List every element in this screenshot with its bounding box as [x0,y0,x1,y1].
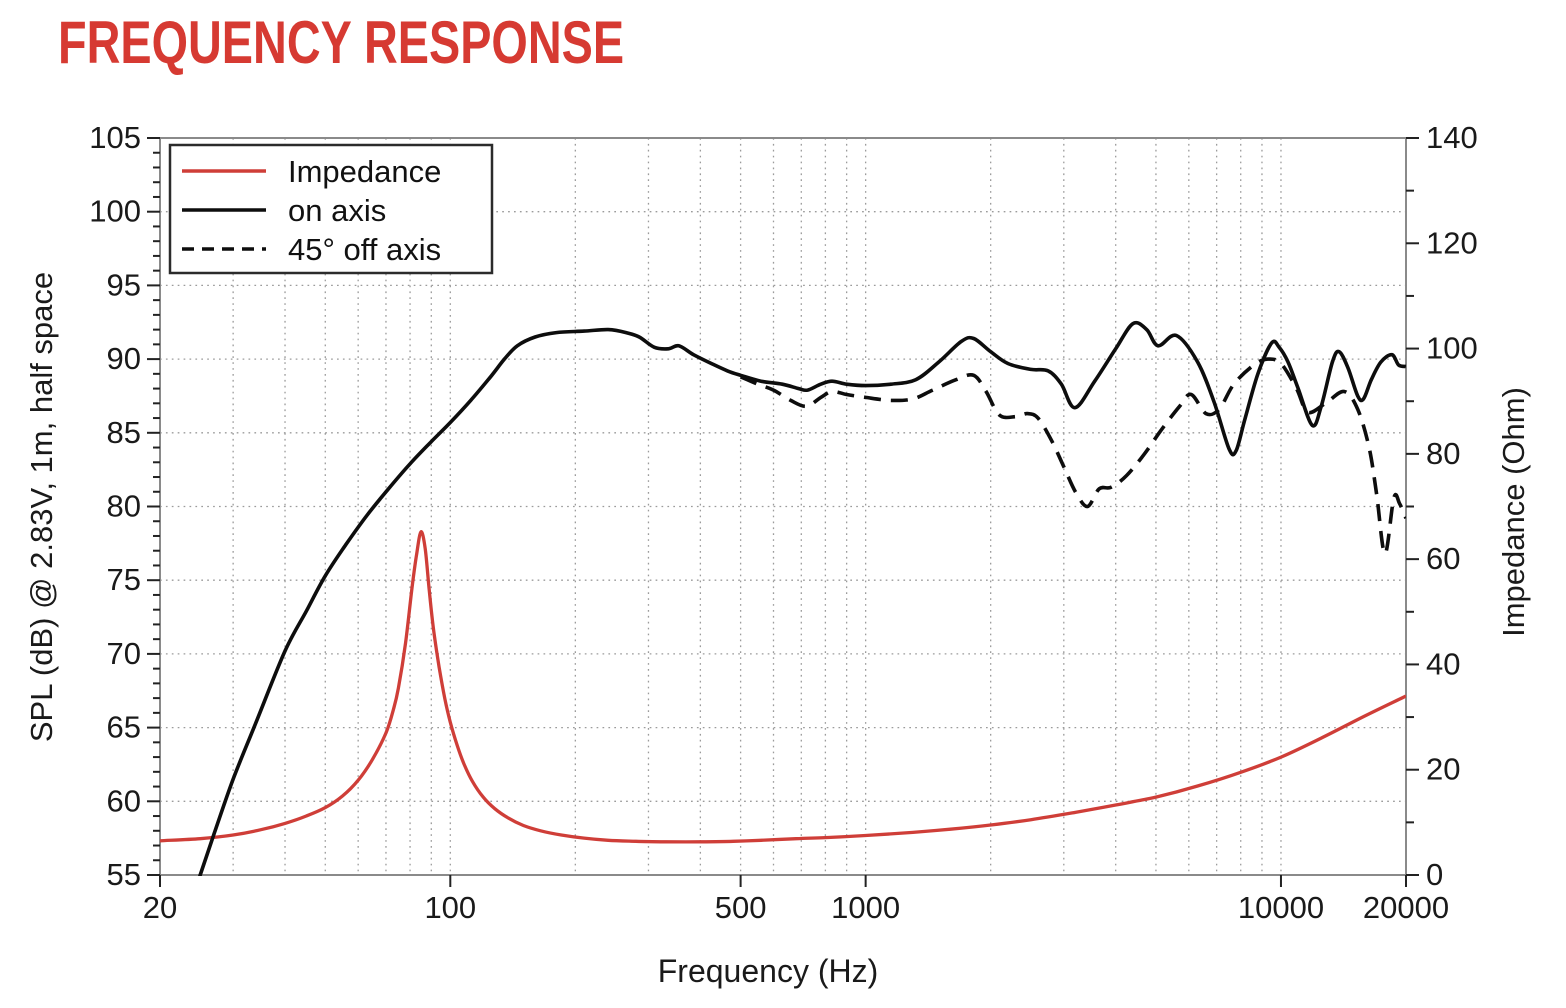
data-curves [160,320,1406,876]
left-tick-label: 65 [107,710,141,745]
x-tick-label: 100 [424,890,476,925]
left-tick-label: 90 [107,341,141,376]
right-tick-label: 140 [1426,120,1478,155]
left-tick-label: 75 [107,562,141,597]
left-tick-label: 55 [107,857,141,892]
legend-label-impedance: Impedance [288,154,441,189]
left-tick-label: 105 [89,120,141,155]
right-tick-label: 120 [1426,225,1478,260]
left-tick-label: 95 [107,267,141,302]
y-axis-label-left: SPL (dB) @ 2.83V, 1m, half space [24,272,59,742]
x-axis-label: Frequency (Hz) [658,953,879,989]
right-tick-label: 100 [1426,331,1478,366]
legend-label-45-off-axis: 45° off axis [288,232,441,267]
right-tick-label: 60 [1426,541,1460,576]
x-tick-label: 20 [143,890,177,925]
right-tick-label: 40 [1426,646,1460,681]
legend-box [168,143,494,275]
left-tick-label: 70 [107,636,141,671]
x-tick-label: 1000 [831,890,900,925]
axis-ticks [147,137,1419,887]
x-tick-label: 20000 [1363,890,1449,925]
x-tick-label: 500 [715,890,767,925]
grid-lines [160,138,1407,875]
left-tick-label: 85 [107,415,141,450]
curve-45-off-axis [739,357,1406,556]
right-tick-label: 80 [1426,436,1460,471]
left-tick-label: 60 [107,783,141,818]
page-title: FREQUENCY RESPONSE [58,9,625,76]
legend-label-on-axis: on axis [288,193,386,228]
right-tick-label: 0 [1426,857,1443,892]
left-tick-label: 80 [107,489,141,524]
curve-on-axis [197,320,1406,876]
y-axis-label-right: Impedance (Ohm) [1496,387,1531,637]
axis-tick-labels: 55 60 65 70 75 80 85 90 95 100 105 0 20 40 60 80 100 120 1… [89,120,1477,925]
x-tick-label: 10000 [1238,890,1324,925]
curve-impedance [160,530,1406,844]
right-tick-label: 20 [1426,752,1460,787]
left-tick-label: 100 [89,194,141,229]
